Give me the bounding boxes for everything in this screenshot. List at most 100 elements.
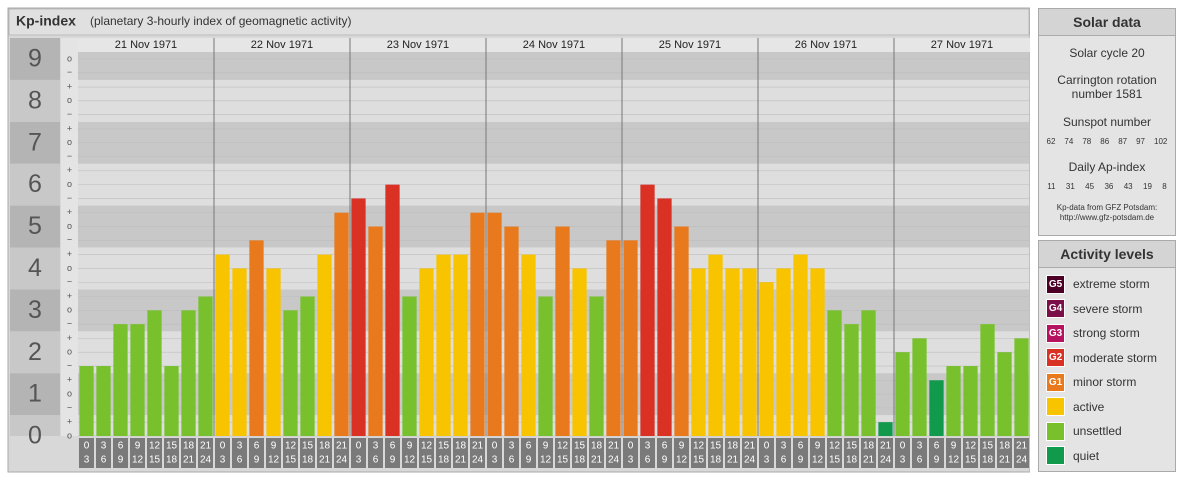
minor-tick-label: + <box>67 207 72 217</box>
day-label: 26 Nov 1971 <box>795 39 857 51</box>
bar <box>997 352 1012 436</box>
hour-cell <box>657 438 672 468</box>
hour-label: 15 <box>710 441 722 452</box>
hour-label: 6 <box>526 441 532 452</box>
bar <box>249 240 264 436</box>
bar <box>436 254 451 436</box>
bar <box>657 198 672 436</box>
bar <box>96 366 111 436</box>
minor-tick-label: − <box>67 235 72 245</box>
hour-label: 3 <box>628 455 634 466</box>
y-band <box>10 163 60 206</box>
hour-label: 6 <box>118 441 124 452</box>
day-label: 24 Nov 1971 <box>523 39 585 51</box>
level-swatch <box>1046 397 1065 417</box>
hour-label: 15 <box>421 455 433 466</box>
hour-cell <box>725 438 740 468</box>
bar <box>283 310 298 436</box>
hour-label: 21 <box>591 455 603 466</box>
sunspot-value: 86 <box>1100 137 1110 146</box>
bar <box>555 226 570 436</box>
ap-value: 45 <box>1085 182 1095 191</box>
hour-label: 9 <box>543 441 549 452</box>
hour-cell <box>164 438 179 468</box>
hour-cell <box>844 438 859 468</box>
hour-cell <box>759 438 774 468</box>
hour-label: 12 <box>132 455 144 466</box>
hour-cell <box>232 438 247 468</box>
minor-tick-label: o <box>67 388 72 398</box>
level-list: G5 extreme storm G4 severe storm G3 strong st… <box>1039 268 1175 468</box>
hour-label: 12 <box>285 441 297 452</box>
hour-label: 3 <box>373 441 379 452</box>
hour-label: 12 <box>421 441 433 452</box>
hour-label: 15 <box>557 455 569 466</box>
y-band <box>10 415 60 436</box>
hour-label: 15 <box>149 455 161 466</box>
minor-tick-label: o <box>67 430 72 440</box>
bar <box>504 226 519 436</box>
hour-cell <box>147 438 162 468</box>
hour-label: 18 <box>183 441 195 452</box>
hour-cell <box>691 438 706 468</box>
hour-label: 18 <box>710 455 722 466</box>
bar <box>861 310 876 436</box>
hour-cell <box>827 438 842 468</box>
sunspot-value: 102 <box>1154 137 1168 146</box>
hour-label: 12 <box>829 441 841 452</box>
minor-tick-label: o <box>67 347 72 357</box>
hour-label: 21 <box>880 441 892 452</box>
bar <box>521 254 536 436</box>
sunspot-value: 87 <box>1118 137 1128 146</box>
bar <box>419 268 434 436</box>
ap-value: 8 <box>1162 182 1167 191</box>
hour-cell <box>929 438 944 468</box>
bar <box>674 226 689 436</box>
hour-label: 12 <box>540 455 552 466</box>
day-header <box>622 38 758 52</box>
minor-tick-label: + <box>67 291 72 301</box>
minor-tick-label: − <box>67 67 72 77</box>
hour-cell <box>776 438 791 468</box>
minor-tick-label: o <box>67 95 72 105</box>
hour-label: 9 <box>798 455 804 466</box>
bar <box>181 310 196 436</box>
hour-cell <box>198 438 213 468</box>
hour-label: 3 <box>84 455 90 466</box>
level-name: extreme storm <box>1073 277 1150 292</box>
hour-label: 21 <box>455 455 467 466</box>
hour-cell <box>793 438 808 468</box>
minor-tick-label: − <box>67 193 72 203</box>
hour-cell <box>283 438 298 468</box>
hour-label: 18 <box>863 441 875 452</box>
day-label: 23 Nov 1971 <box>387 39 449 51</box>
hour-cell <box>453 438 468 468</box>
hour-label: 0 <box>492 441 498 452</box>
hour-label: 15 <box>438 441 450 452</box>
hour-label: 3 <box>101 441 107 452</box>
hour-label: 3 <box>220 455 226 466</box>
hour-label: 9 <box>407 441 413 452</box>
hour-label: 12 <box>948 455 960 466</box>
hour-label: 15 <box>166 441 178 452</box>
hour-label: 9 <box>662 455 668 466</box>
bar <box>317 254 332 436</box>
day-label: 27 Nov 1971 <box>931 39 993 51</box>
hour-label: 9 <box>390 455 396 466</box>
bar <box>385 184 400 436</box>
hour-label: 18 <box>727 441 739 452</box>
level-swatch <box>1046 446 1065 466</box>
bar <box>232 268 247 436</box>
kp-chart: Kp-index (planetary 3-hourly index of ge… <box>7 7 1030 473</box>
hour-label: 18 <box>846 455 858 466</box>
hour-cell <box>368 438 383 468</box>
bar <box>606 240 621 436</box>
bar <box>725 268 740 436</box>
hour-label: 9 <box>135 441 141 452</box>
y-band <box>10 121 60 164</box>
bar <box>300 296 315 436</box>
hour-label: 12 <box>812 455 824 466</box>
ap-value: 43 <box>1123 182 1133 191</box>
hour-label: 21 <box>183 455 195 466</box>
y-tick-label: 5 <box>28 212 42 240</box>
